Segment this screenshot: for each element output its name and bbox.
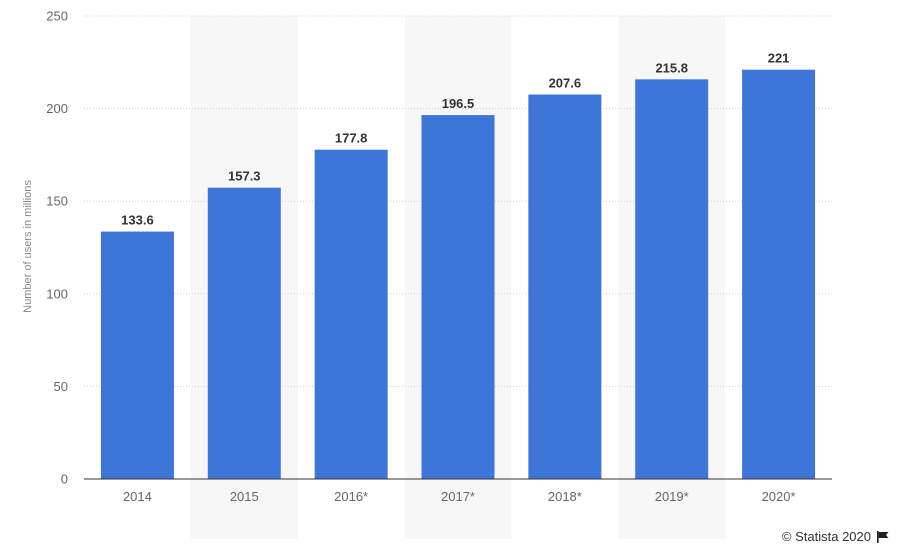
x-axis-ticks: 2014 2015 2016* 2017* 2018* 2019* 2020* bbox=[123, 489, 796, 504]
data-label: 196.5 bbox=[442, 96, 475, 111]
x-tick-label: 2017* bbox=[441, 489, 475, 504]
x-tick-label: 2019* bbox=[655, 489, 689, 504]
data-label: 157.3 bbox=[228, 169, 261, 184]
bar[interactable] bbox=[635, 79, 709, 479]
data-label: 133.6 bbox=[121, 213, 154, 228]
data-label: 207.6 bbox=[549, 76, 582, 91]
bars bbox=[100, 69, 816, 479]
x-tick-label: 2020* bbox=[762, 489, 796, 504]
statista-credit[interactable]: © Statista 2020 bbox=[782, 529, 890, 544]
credit-text: © Statista 2020 bbox=[781, 529, 871, 544]
y-tick-label: 100 bbox=[46, 286, 68, 301]
x-tick-label: 2015 bbox=[230, 489, 259, 504]
bar[interactable] bbox=[742, 69, 816, 479]
y-tick-label: 0 bbox=[61, 472, 68, 487]
y-tick-label: 150 bbox=[46, 194, 68, 209]
value-labels: 133.6 157.3 177.8 196.5 207.6 215.8 221 bbox=[121, 51, 789, 228]
x-tick-label: 2018* bbox=[548, 489, 582, 504]
data-label: 215.8 bbox=[655, 60, 688, 75]
data-label: 177.8 bbox=[335, 131, 368, 146]
bar[interactable] bbox=[421, 115, 495, 479]
y-tick-label: 50 bbox=[54, 379, 68, 394]
y-tick-label: 250 bbox=[46, 9, 68, 24]
data-label: 221 bbox=[768, 51, 790, 66]
y-tick-label: 200 bbox=[46, 101, 68, 116]
y-axis-ticks: 0 50 100 150 200 250 bbox=[46, 9, 68, 487]
x-tick-label: 2016* bbox=[334, 489, 368, 504]
y-axis-title: Number of users in millions bbox=[22, 180, 34, 313]
bar[interactable] bbox=[528, 94, 602, 479]
x-tick-label: 2014 bbox=[123, 489, 152, 504]
bar[interactable] bbox=[207, 187, 281, 479]
bar[interactable] bbox=[314, 149, 388, 479]
flag-icon[interactable] bbox=[876, 530, 890, 543]
bar[interactable] bbox=[100, 231, 174, 479]
